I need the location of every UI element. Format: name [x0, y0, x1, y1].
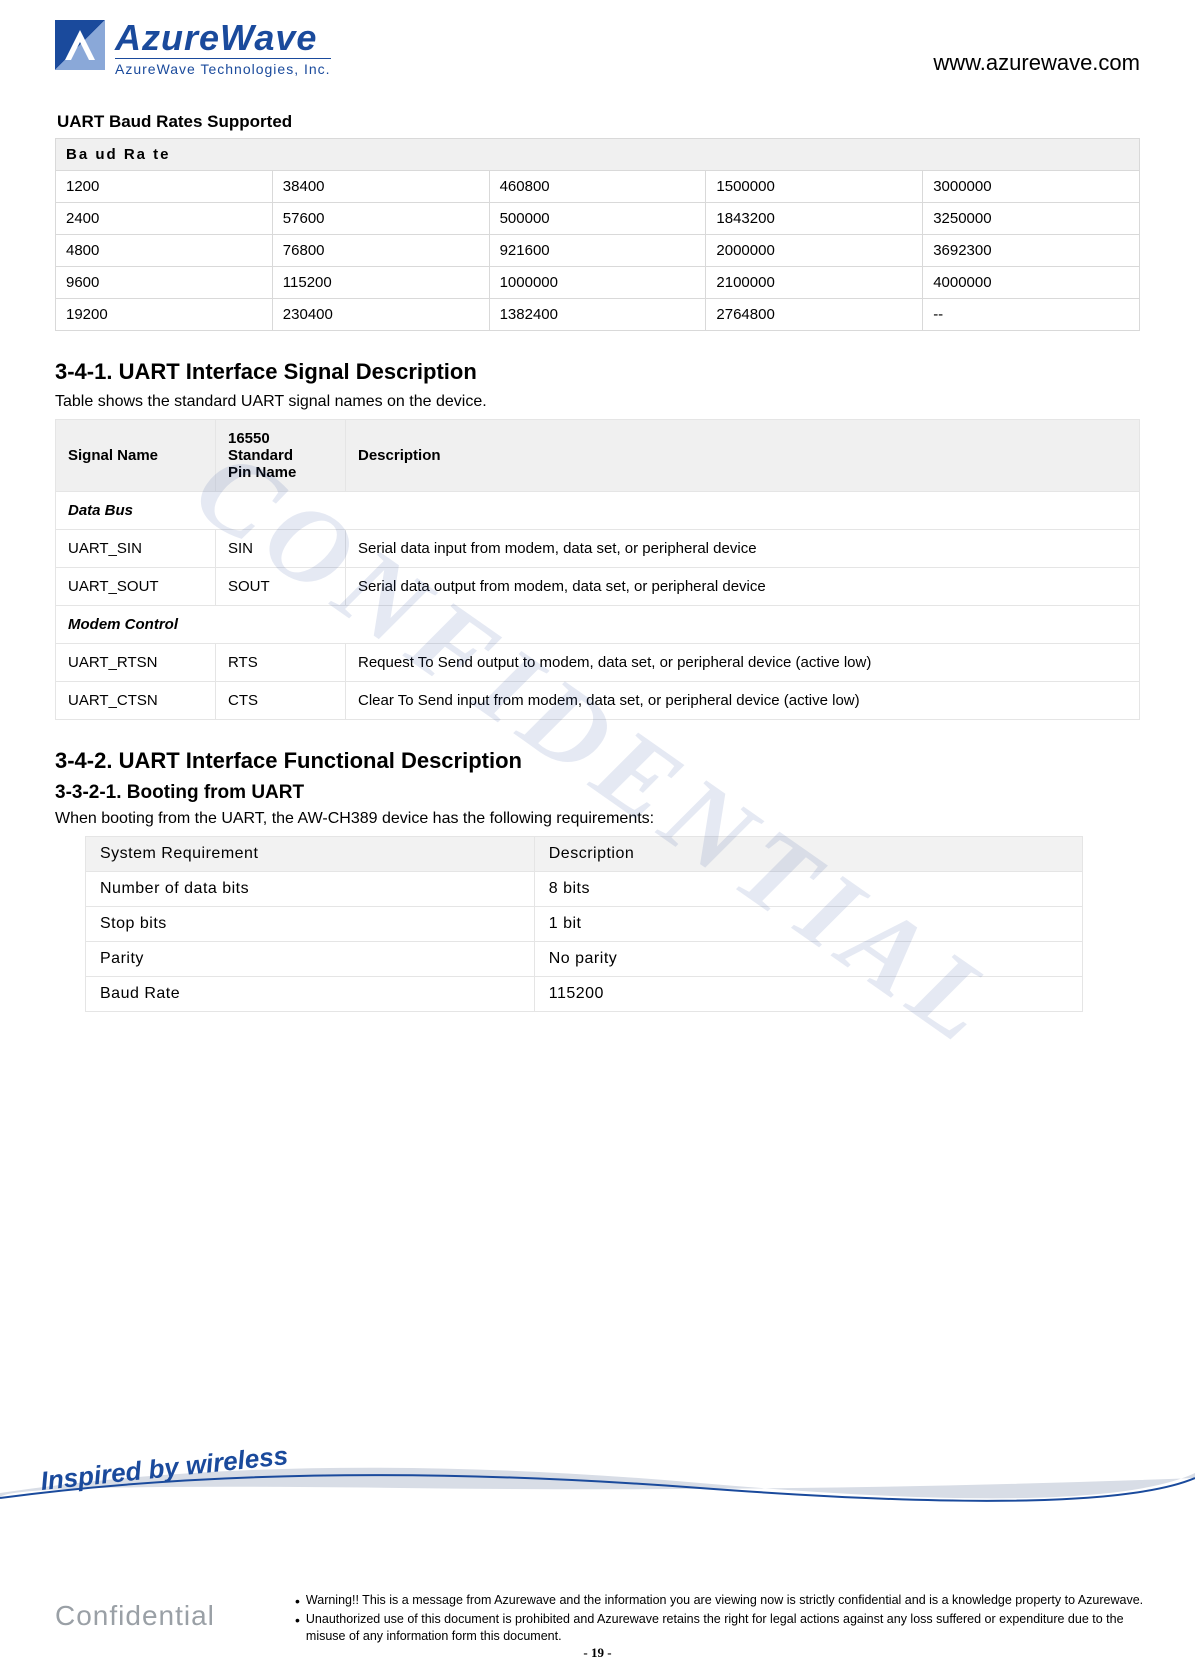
baud-cell: 115200	[272, 267, 489, 299]
baud-cell: 9600	[56, 267, 273, 299]
baud-table-header: Ba ud Ra te	[56, 139, 1140, 171]
logo-block: AzureWave AzureWave Technologies, Inc.	[55, 20, 331, 77]
sig-pin: SOUT	[216, 568, 346, 606]
sig-name: UART_CTSN	[56, 682, 216, 720]
sig-pin: SIN	[216, 530, 346, 568]
sig-group-row: Data Bus	[56, 492, 1140, 530]
logo-sub-text: AzureWave Technologies, Inc.	[115, 58, 331, 77]
req-col2: Description	[534, 837, 1082, 872]
baud-cell: 1000000	[489, 267, 706, 299]
req-val: 8 bits	[534, 872, 1082, 907]
sig-pin: RTS	[216, 644, 346, 682]
table-row: UART_RTSN RTS Request To Send output to …	[56, 644, 1140, 682]
sig-name: UART_SIN	[56, 530, 216, 568]
footer-note-1: Warning!! This is a message from Azurewa…	[306, 1592, 1143, 1611]
baud-cell: 1200	[56, 171, 273, 203]
baud-cell: 2000000	[706, 235, 923, 267]
req-val: 115200	[534, 977, 1082, 1012]
page-number: - 19 -	[583, 1645, 611, 1661]
section-341-title: 3-4-1. UART Interface Signal Description	[55, 359, 1140, 385]
table-row: Parity No parity	[86, 942, 1083, 977]
section-342-title: 3-4-2. UART Interface Functional Descrip…	[55, 748, 1140, 774]
table-row: 9600 115200 1000000 2100000 4000000	[56, 267, 1140, 299]
baud-cell: 1843200	[706, 203, 923, 235]
table-row: Stop bits 1 bit	[86, 907, 1083, 942]
footer-note-2: Unauthorized use of this document is pro…	[306, 1611, 1165, 1645]
page-header: AzureWave AzureWave Technologies, Inc. w…	[55, 20, 1140, 77]
sig-col-name: Signal Name	[56, 420, 216, 492]
baud-cell: 76800	[272, 235, 489, 267]
signal-table: Signal Name 16550 Standard Pin Name Desc…	[55, 419, 1140, 720]
section-3321-title: 3-3-2-1. Booting from UART	[55, 782, 1140, 804]
req-name: Parity	[86, 942, 535, 977]
table-row: Number of data bits 8 bits	[86, 872, 1083, 907]
sig-group-label: Data Bus	[56, 492, 1140, 530]
confidential-label: Confidential	[55, 1600, 295, 1632]
table-row: 4800 76800 921600 2000000 3692300	[56, 235, 1140, 267]
sig-desc: Serial data input from modem, data set, …	[346, 530, 1140, 568]
sig-desc: Serial data output from modem, data set,…	[346, 568, 1140, 606]
baud-cell: 460800	[489, 171, 706, 203]
sig-pin: CTS	[216, 682, 346, 720]
sig-col-pin-l2: Standard	[228, 447, 333, 464]
table-row: 1200 38400 460800 1500000 3000000	[56, 171, 1140, 203]
sig-col-pin-l3: Pin Name	[228, 464, 333, 481]
baud-cell: 3692300	[923, 235, 1140, 267]
sig-col-pin-l1: 16550	[228, 430, 333, 447]
requirements-table: System Requirement Description Number of…	[85, 836, 1083, 1012]
req-name: Number of data bits	[86, 872, 535, 907]
section-342-intro: When booting from the UART, the AW-CH389…	[55, 810, 1140, 828]
header-url: www.azurewave.com	[933, 50, 1140, 76]
baud-rate-table: Ba ud Ra te 1200 38400 460800 1500000 30…	[55, 138, 1140, 331]
sig-desc: Request To Send output to modem, data se…	[346, 644, 1140, 682]
baud-table-title: UART Baud Rates Supported	[57, 112, 1140, 132]
baud-cell: 2400	[56, 203, 273, 235]
table-row: UART_SOUT SOUT Serial data output from m…	[56, 568, 1140, 606]
sig-name: UART_SOUT	[56, 568, 216, 606]
baud-cell: 921600	[489, 235, 706, 267]
footer-notes: Warning!! This is a message from Azurewa…	[295, 1592, 1165, 1645]
baud-cell: 2100000	[706, 267, 923, 299]
req-val: No parity	[534, 942, 1082, 977]
section-341-intro: Table shows the standard UART signal nam…	[55, 393, 1140, 411]
req-name: Stop bits	[86, 907, 535, 942]
baud-cell: --	[923, 299, 1140, 331]
req-val: 1 bit	[534, 907, 1082, 942]
baud-cell: 2764800	[706, 299, 923, 331]
sig-name: UART_RTSN	[56, 644, 216, 682]
page-footer: Inspired by wireless Confidential Warnin…	[0, 1443, 1195, 1663]
table-row: 19200 230400 1382400 2764800 --	[56, 299, 1140, 331]
logo-main-text: AzureWave	[115, 20, 331, 56]
baud-cell: 4800	[56, 235, 273, 267]
req-col1: System Requirement	[86, 837, 535, 872]
sig-desc: Clear To Send input from modem, data set…	[346, 682, 1140, 720]
req-name: Baud Rate	[86, 977, 535, 1012]
azurewave-logo-icon	[55, 20, 105, 70]
sig-group-label: Modem Control	[56, 606, 1140, 644]
baud-cell: 4000000	[923, 267, 1140, 299]
table-row: 2400 57600 500000 1843200 3250000	[56, 203, 1140, 235]
baud-cell: 3250000	[923, 203, 1140, 235]
table-row: Baud Rate 115200	[86, 977, 1083, 1012]
baud-cell: 230400	[272, 299, 489, 331]
table-row: UART_SIN SIN Serial data input from mode…	[56, 530, 1140, 568]
baud-cell: 1500000	[706, 171, 923, 203]
sig-col-pin: 16550 Standard Pin Name	[216, 420, 346, 492]
baud-cell: 500000	[489, 203, 706, 235]
baud-cell: 3000000	[923, 171, 1140, 203]
table-row: UART_CTSN CTS Clear To Send input from m…	[56, 682, 1140, 720]
sig-group-row: Modem Control	[56, 606, 1140, 644]
baud-cell: 19200	[56, 299, 273, 331]
baud-cell: 38400	[272, 171, 489, 203]
baud-cell: 1382400	[489, 299, 706, 331]
baud-cell: 57600	[272, 203, 489, 235]
sig-col-desc: Description	[346, 420, 1140, 492]
